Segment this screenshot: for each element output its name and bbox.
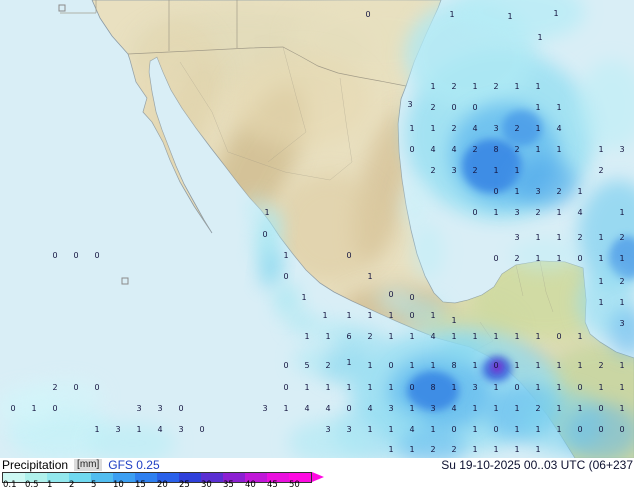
precip-blob xyxy=(293,346,327,374)
scale-segment xyxy=(267,473,289,482)
scale-segment xyxy=(289,473,311,482)
scale-tick-label: 25 xyxy=(179,480,190,490)
precip-blob xyxy=(259,248,283,288)
scale-segment xyxy=(179,473,201,482)
valid-time-label: Su 19-10-2025 00..03 UTC (06+237 xyxy=(441,458,633,472)
scale-tick-label: 45 xyxy=(267,480,278,490)
map-svg xyxy=(0,0,634,458)
precip-blob xyxy=(27,380,103,412)
model-label: GFS 0.25 xyxy=(108,457,160,472)
legend-title-row: Precipitation [mm] GFS 0.25 xyxy=(2,458,160,472)
state-borders xyxy=(60,0,554,353)
precip-blob xyxy=(564,404,634,458)
unit-label: [mm] xyxy=(74,459,103,471)
scale-segment xyxy=(69,473,91,482)
legend-scale-labels: 0.1 0.5 1 2 5 10 15 20 25 30 35 40 45 50 xyxy=(0,481,634,490)
scale-segment xyxy=(201,473,223,482)
scale-segment xyxy=(113,473,135,482)
scale-tick-label: 30 xyxy=(201,480,212,490)
scale-tick-label: 0.1 xyxy=(3,480,17,490)
scale-tick-label: 20 xyxy=(157,480,168,490)
scale-segment xyxy=(135,473,157,482)
precipitation-layer xyxy=(0,0,634,458)
precip-blob xyxy=(510,239,580,271)
legend-bar: Precipitation [mm] GFS 0.25 Su 19-10-202… xyxy=(0,458,634,490)
scale-tick-label: 35 xyxy=(223,480,234,490)
scale-tick-label: 10 xyxy=(113,480,124,490)
scale-segment xyxy=(223,473,245,482)
precip-blob xyxy=(609,236,634,280)
scale-tick-label: 40 xyxy=(245,480,256,490)
scale-segment xyxy=(91,473,113,482)
parameter-label: Precipitation xyxy=(2,457,69,472)
us-mexico-border xyxy=(127,46,407,87)
scale-segment xyxy=(25,473,47,482)
precip-blob xyxy=(288,420,372,458)
precip-blob xyxy=(398,429,466,458)
precip-blob xyxy=(402,181,428,229)
legend-scale-segments xyxy=(2,472,312,483)
precip-blob xyxy=(462,139,522,193)
us-state-border xyxy=(60,0,97,14)
precip-blob xyxy=(609,308,634,356)
scale-tick-label: 15 xyxy=(135,480,146,490)
precip-blob xyxy=(88,423,176,458)
precip-blob xyxy=(578,60,634,150)
scale-segment xyxy=(157,473,179,482)
scale-tick-label: 5 xyxy=(91,480,97,490)
scale-tick-label: 0.5 xyxy=(25,480,39,490)
scale-segment xyxy=(245,473,267,482)
precip-blob xyxy=(440,339,484,365)
precip-blob xyxy=(455,0,585,42)
scale-tick-label: 50 xyxy=(289,480,300,490)
scale-tick-label: 2 xyxy=(69,480,75,490)
scale-tick-label: 1 xyxy=(47,480,53,490)
precip-blob xyxy=(274,283,300,317)
scale-arrow xyxy=(312,472,324,482)
precip-blob xyxy=(513,158,577,206)
scale-segment xyxy=(47,473,69,482)
precip-blob xyxy=(247,195,265,221)
precip-blob xyxy=(412,224,444,280)
precip-blob xyxy=(407,371,459,411)
scale-segment xyxy=(3,473,25,482)
precip-blob xyxy=(502,110,542,146)
precip-blob xyxy=(491,361,503,373)
precip-blob xyxy=(398,298,446,326)
